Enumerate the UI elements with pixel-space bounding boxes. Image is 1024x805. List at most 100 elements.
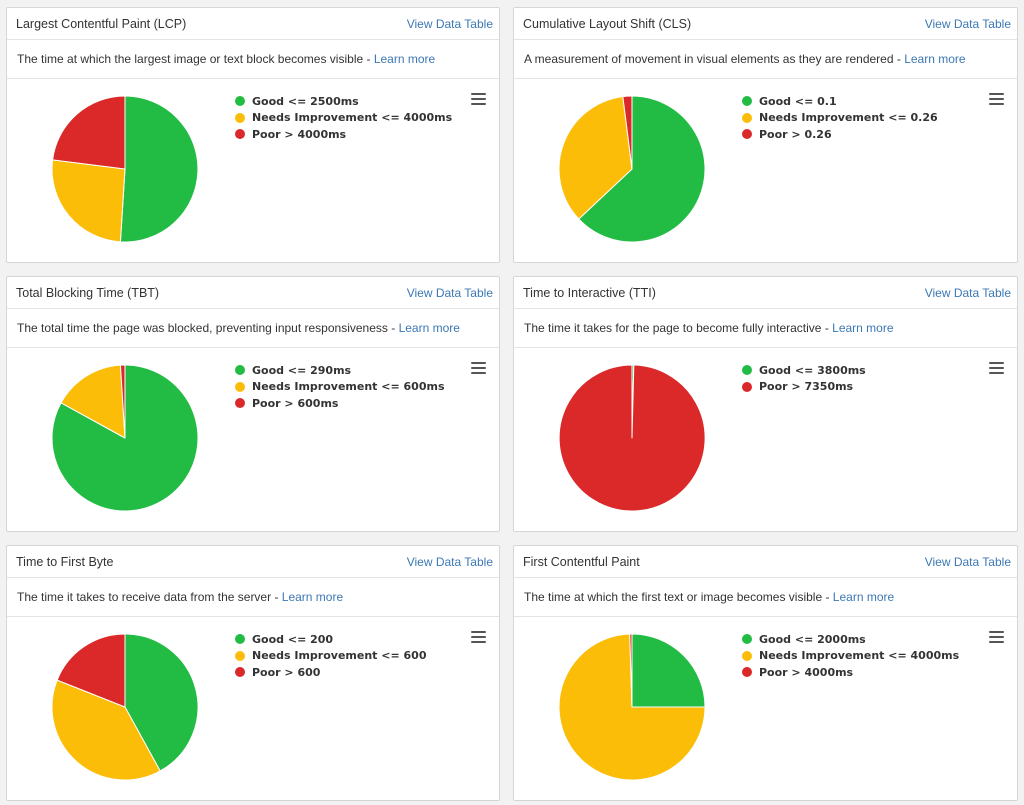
legend-item-good[interactable]: Good <= 290ms [235, 362, 445, 379]
chart-menu-icon[interactable] [989, 362, 1004, 374]
fcp-card: First Contentful Paint View Data Table T… [513, 545, 1018, 801]
card-description: A measurement of movement in visual elem… [514, 40, 1017, 79]
learn-more-link[interactable]: Learn more [832, 590, 895, 604]
pie-slice-0[interactable] [631, 633, 706, 708]
chart-area: Good <= 2500ms Needs Improvement <= 4000… [7, 79, 499, 263]
pie-slice-1[interactable] [558, 364, 706, 512]
pie-chart [558, 95, 706, 243]
chart-area: Good <= 3800ms Poor > 7350ms [514, 348, 1017, 532]
legend-item-needs-improvement[interactable]: Needs Improvement <= 600 [235, 648, 427, 665]
card-header: Time to Interactive (TTI) View Data Tabl… [514, 277, 1017, 309]
legend-item-poor[interactable]: Poor > 600 [235, 664, 427, 681]
learn-more-link[interactable]: Learn more [904, 52, 966, 66]
legend-dot-good [742, 634, 752, 645]
chart-menu-icon[interactable] [471, 362, 486, 374]
legend-item-poor[interactable]: Poor > 600ms [235, 395, 445, 412]
chart-area: Good <= 200 Needs Improvement <= 600 Poo… [7, 617, 499, 801]
legend-item-good[interactable]: Good <= 2000ms [742, 631, 959, 648]
chart-menu-icon[interactable] [471, 631, 486, 643]
pie-slice-1[interactable] [51, 159, 126, 243]
pie-slice-0[interactable] [124, 633, 199, 772]
pie-slice-0[interactable] [51, 364, 199, 512]
learn-more-link[interactable]: Learn more [281, 590, 344, 604]
pie-slice-1[interactable] [60, 364, 126, 439]
description-text: The time at which the first text or imag… [524, 590, 833, 604]
legend-dot-poor [742, 381, 752, 392]
legend-dot-needs-improvement [742, 112, 752, 123]
legend-label: Needs Improvement <= 4000ms [252, 111, 453, 125]
legend-label: Good <= 0.1 [759, 94, 837, 108]
legend-dot-good [235, 96, 245, 107]
view-data-table-link[interactable]: View Data Table [406, 554, 493, 569]
chart-menu-icon[interactable] [471, 93, 486, 105]
view-data-table-link[interactable]: View Data Table [924, 16, 1011, 31]
legend-dot-needs-improvement [235, 381, 245, 392]
pie-slice-2[interactable] [119, 364, 126, 439]
legend-item-poor[interactable]: Poor > 7350ms [742, 379, 866, 396]
pie-chart [51, 364, 199, 512]
legend-item-poor[interactable]: Poor > 0.26 [742, 126, 938, 143]
legend-label: Good <= 200 [252, 632, 334, 646]
view-data-table-link[interactable]: View Data Table [406, 16, 493, 31]
legend-item-good[interactable]: Good <= 0.1 [742, 93, 938, 110]
legend-label: Needs Improvement <= 600 [252, 649, 427, 663]
card-description: The time at which the first text or imag… [514, 578, 1017, 617]
learn-more-link[interactable]: Learn more [398, 321, 460, 335]
legend-item-poor[interactable]: Poor > 4000ms [235, 126, 452, 143]
legend-dot-poor [742, 129, 752, 140]
legend-item-good[interactable]: Good <= 2500ms [235, 93, 452, 110]
description-text: The total time the page was blocked, pre… [17, 321, 399, 335]
legend-item-poor[interactable]: Poor > 4000ms [742, 664, 959, 681]
view-data-table-link[interactable]: View Data Table [406, 285, 493, 300]
cls-card: Cumulative Layout Shift (CLS) View Data … [513, 7, 1018, 263]
legend-dot-poor [742, 667, 752, 678]
pie-slice-1[interactable] [558, 96, 633, 220]
legend-item-needs-improvement[interactable]: Needs Improvement <= 4000ms [742, 648, 959, 665]
card-description: The time at which the largest image or t… [7, 40, 499, 79]
legend-label: Poor > 7350ms [759, 380, 854, 394]
tbt-card: Total Blocking Time (TBT) View Data Tabl… [6, 276, 500, 532]
view-data-table-link[interactable]: View Data Table [924, 554, 1011, 569]
chart-area: Good <= 0.1 Needs Improvement <= 0.26 Po… [514, 79, 1017, 263]
legend-item-good[interactable]: Good <= 3800ms [742, 362, 866, 379]
legend-dot-good [742, 96, 752, 107]
view-data-table-link[interactable]: View Data Table [924, 285, 1011, 300]
pie-slice-2[interactable] [629, 633, 633, 708]
learn-more-link[interactable]: Learn more [373, 52, 436, 66]
legend-dot-poor [235, 398, 245, 409]
chart-menu-icon[interactable] [989, 93, 1004, 105]
pie-slice-1[interactable] [51, 679, 161, 781]
legend-item-good[interactable]: Good <= 200 [235, 631, 427, 648]
card-header: Cumulative Layout Shift (CLS) View Data … [514, 8, 1017, 40]
learn-more-link[interactable]: Learn more [832, 321, 894, 335]
pie-slice-2[interactable] [56, 633, 126, 708]
legend-label: Good <= 2500ms [252, 94, 359, 108]
card-header: First Contentful Paint View Data Table [514, 546, 1017, 578]
chart-legend: Good <= 0.1 Needs Improvement <= 0.26 Po… [742, 93, 938, 143]
card-description: The time it takes for the page to become… [514, 309, 1017, 348]
card-header: Largest Contentful Paint (LCP) View Data… [7, 8, 499, 40]
legend-label: Poor > 4000ms [759, 665, 854, 679]
pie-slice-2[interactable] [52, 95, 126, 170]
pie-chart [51, 633, 199, 781]
card-title: Largest Contentful Paint (LCP) [16, 16, 187, 31]
card-title: Time to First Byte [16, 554, 114, 569]
legend-dot-needs-improvement [235, 650, 245, 661]
legend-item-needs-improvement[interactable]: Needs Improvement <= 0.26 [742, 110, 938, 127]
card-description: The total time the page was blocked, pre… [7, 309, 499, 348]
legend-label: Needs Improvement <= 600ms [252, 380, 445, 394]
chart-legend: Good <= 290ms Needs Improvement <= 600ms… [235, 362, 445, 412]
chart-legend: Good <= 200 Needs Improvement <= 600 Poo… [235, 631, 427, 681]
card-title: Time to Interactive (TTI) [523, 285, 656, 300]
pie-slice-0[interactable] [119, 95, 199, 243]
chart-menu-icon[interactable] [989, 631, 1004, 643]
chart-legend: Good <= 2500ms Needs Improvement <= 4000… [235, 93, 452, 143]
legend-item-needs-improvement[interactable]: Needs Improvement <= 4000ms [235, 110, 452, 127]
pie-chart [51, 95, 199, 243]
pie-slice-2[interactable] [622, 95, 633, 170]
legend-dot-good [742, 365, 752, 376]
tti-card: Time to Interactive (TTI) View Data Tabl… [513, 276, 1018, 532]
legend-item-needs-improvement[interactable]: Needs Improvement <= 600ms [235, 379, 445, 396]
legend-label: Poor > 600ms [252, 396, 339, 410]
pie-slice-0[interactable] [578, 95, 706, 243]
